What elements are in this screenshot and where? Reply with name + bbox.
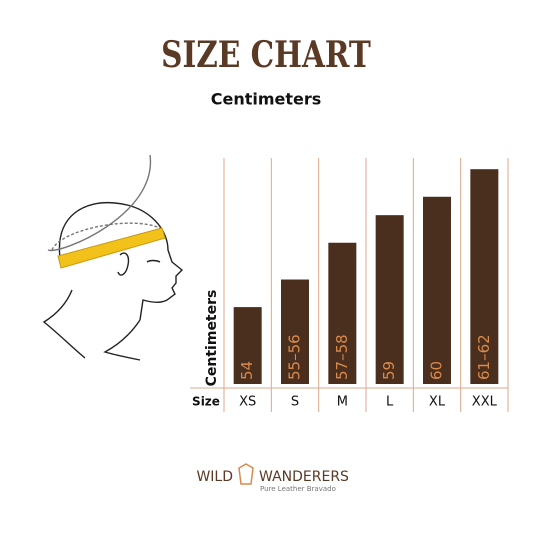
bar bbox=[423, 196, 451, 384]
x-tick-label: XS bbox=[239, 395, 256, 410]
bar bbox=[328, 242, 357, 384]
bar bbox=[233, 307, 262, 384]
value-label: 60 bbox=[428, 361, 446, 380]
chart-title: SIZE CHART bbox=[161, 33, 371, 76]
x-tick-label: M bbox=[337, 395, 348, 410]
value-label: 57–58 bbox=[333, 334, 351, 380]
x-tick-label: S bbox=[291, 395, 299, 410]
bar bbox=[281, 279, 309, 384]
bar bbox=[470, 169, 499, 384]
x-tick-label: L bbox=[386, 395, 394, 410]
y-axis-title: Centimeters bbox=[204, 290, 220, 387]
logo-icon bbox=[238, 463, 254, 485]
value-label: 61–62 bbox=[475, 334, 493, 380]
x-tick-label: XXL bbox=[472, 395, 498, 410]
value-label: 59 bbox=[380, 361, 398, 380]
value-label: 54 bbox=[238, 361, 256, 380]
x-tick-label: XL bbox=[429, 395, 446, 410]
bar bbox=[375, 215, 404, 384]
value-label: 55–56 bbox=[286, 334, 304, 380]
logo: WILD WANDERERS Pure Leather Bravado bbox=[196, 463, 349, 493]
chart-subtitle: Centimeters bbox=[211, 90, 322, 109]
logo-tagline: Pure Leather Bravado bbox=[260, 485, 336, 493]
logo-right: WANDERERS bbox=[259, 469, 349, 485]
x-axis-title: Size bbox=[192, 395, 220, 409]
logo-left: WILD bbox=[196, 469, 233, 485]
measuring-tape bbox=[57, 227, 166, 269]
